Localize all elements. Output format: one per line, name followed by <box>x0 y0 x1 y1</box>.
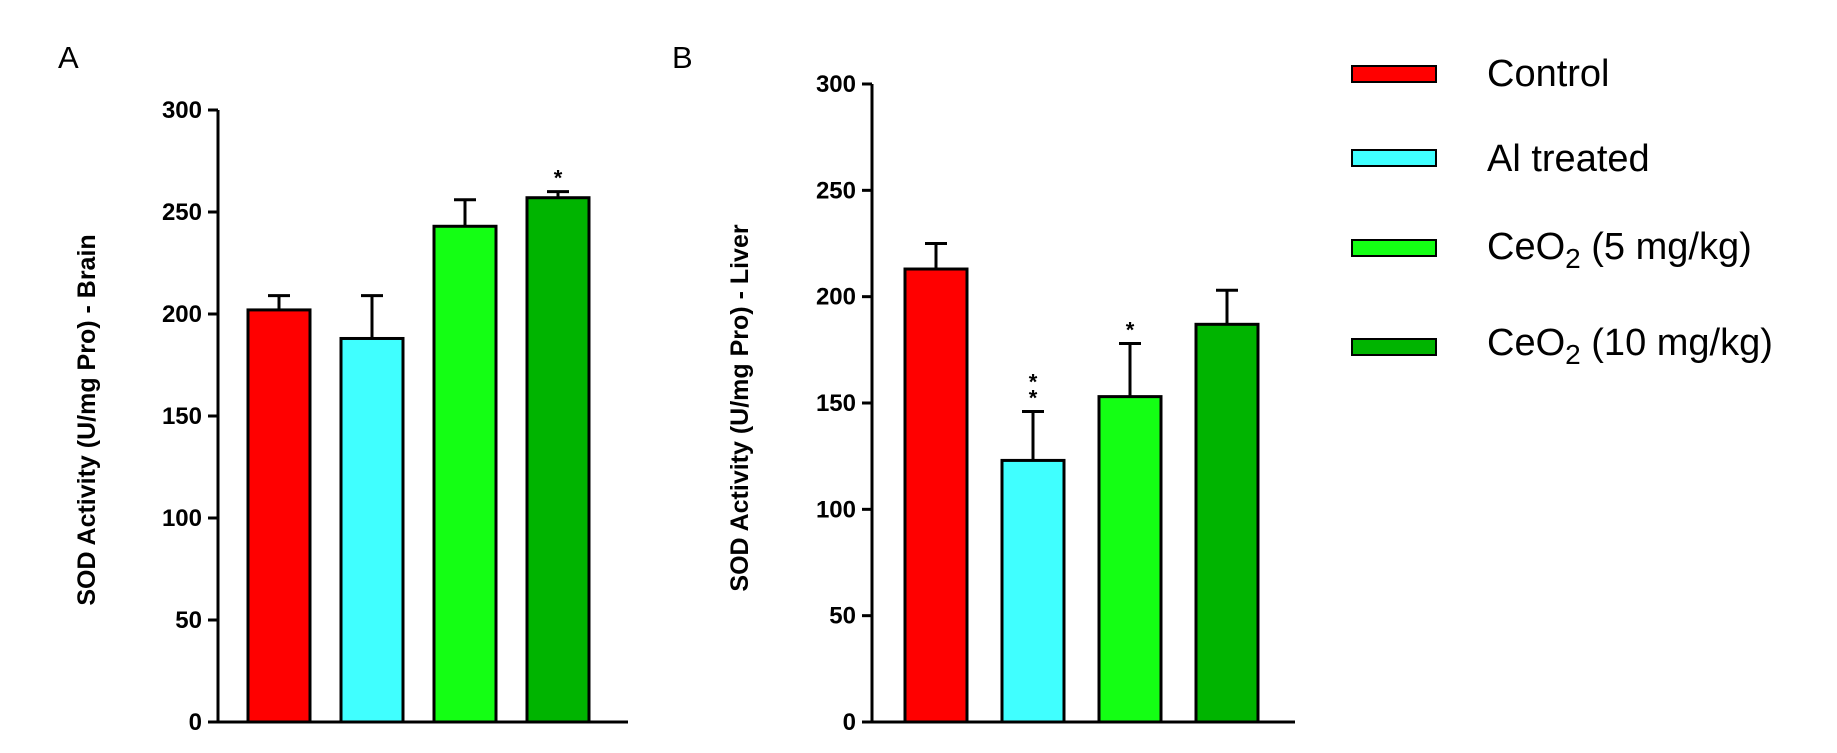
legend-label-control: Control <box>1487 53 1610 95</box>
legend-swatch-al-treated <box>1351 149 1437 167</box>
panel-a-significance-mark: * <box>554 166 563 191</box>
panel-a-y-tick-label: 100 <box>162 505 202 532</box>
legend-label-ceo2-10: CeO2 (10 mg/kg) <box>1487 322 1773 370</box>
panel-b-label: B <box>672 40 693 75</box>
legend: Control Al treated CeO2 (5 mg/kg) CeO2 (… <box>1351 53 1773 370</box>
panel-a-plot-area: * 0 50 100 150 200 250 300 <box>162 97 628 736</box>
panel-b-y-tick-label: 250 <box>816 177 856 204</box>
legend-label-al-treated: Al treated <box>1487 138 1650 180</box>
legend-item-ceo2-10: CeO2 (10 mg/kg) <box>1351 322 1773 370</box>
panel-b-y-tick-label: 100 <box>816 496 856 523</box>
panel-b-y-tick-label: 0 <box>843 709 856 736</box>
panel-b-y-tick-label: 300 <box>816 71 856 98</box>
legend-item-control: Control <box>1351 53 1610 95</box>
panel-b-significance-mark: * <box>1029 370 1038 395</box>
panel-b-y-axis-label: SOD Activity (U/mg Pro) - Liver <box>726 224 754 591</box>
panel-b: B SOD Activity (U/mg Pro) - Liver ***050… <box>672 40 1295 736</box>
panel-a: A SOD Activity (U/mg Pro) - Brain * 0 50 10… <box>58 40 628 736</box>
panel-a-bar <box>339 336 405 724</box>
legend-swatch-ceo2-5 <box>1351 239 1437 257</box>
panel-b-bar <box>903 267 969 724</box>
legend-label-ceo2-5: CeO2 (5 mg/kg) <box>1487 226 1752 274</box>
panel-b-y-tick-label: 200 <box>816 284 856 311</box>
panel-a-y-tick-label: 0 <box>189 709 202 736</box>
panel-b-y-tick-label: 50 <box>829 603 856 630</box>
panel-a-y-tick-label: 250 <box>162 199 202 226</box>
panel-a-y-tick-label: 150 <box>162 403 202 430</box>
panel-b-bar <box>1194 322 1260 724</box>
legend-item-ceo2-5: CeO2 (5 mg/kg) <box>1351 226 1752 274</box>
panel-a-y-axis-label: SOD Activity (U/mg Pro) - Brain <box>73 234 101 605</box>
panel-b-y-tick-label: 150 <box>816 390 856 417</box>
panel-a-bar <box>432 224 498 724</box>
panel-b-significance-mark: * <box>1126 317 1135 342</box>
panel-a-y-tick-label: 300 <box>162 97 202 124</box>
legend-swatch-ceo2-10 <box>1351 338 1437 356</box>
legend-swatch-control <box>1351 65 1437 83</box>
panel-a-bar <box>525 196 591 724</box>
panel-b-significance-mark: * <box>1029 386 1038 411</box>
legend-item-al-treated: Al treated <box>1351 138 1650 180</box>
panel-a-bar <box>246 308 312 724</box>
panel-a-label: A <box>58 40 79 75</box>
panel-a-y-tick-label: 200 <box>162 301 202 328</box>
panel-b-bar <box>1097 395 1163 724</box>
panel-b-bar <box>1000 458 1066 724</box>
panel-a-y-tick-label: 50 <box>175 607 202 634</box>
